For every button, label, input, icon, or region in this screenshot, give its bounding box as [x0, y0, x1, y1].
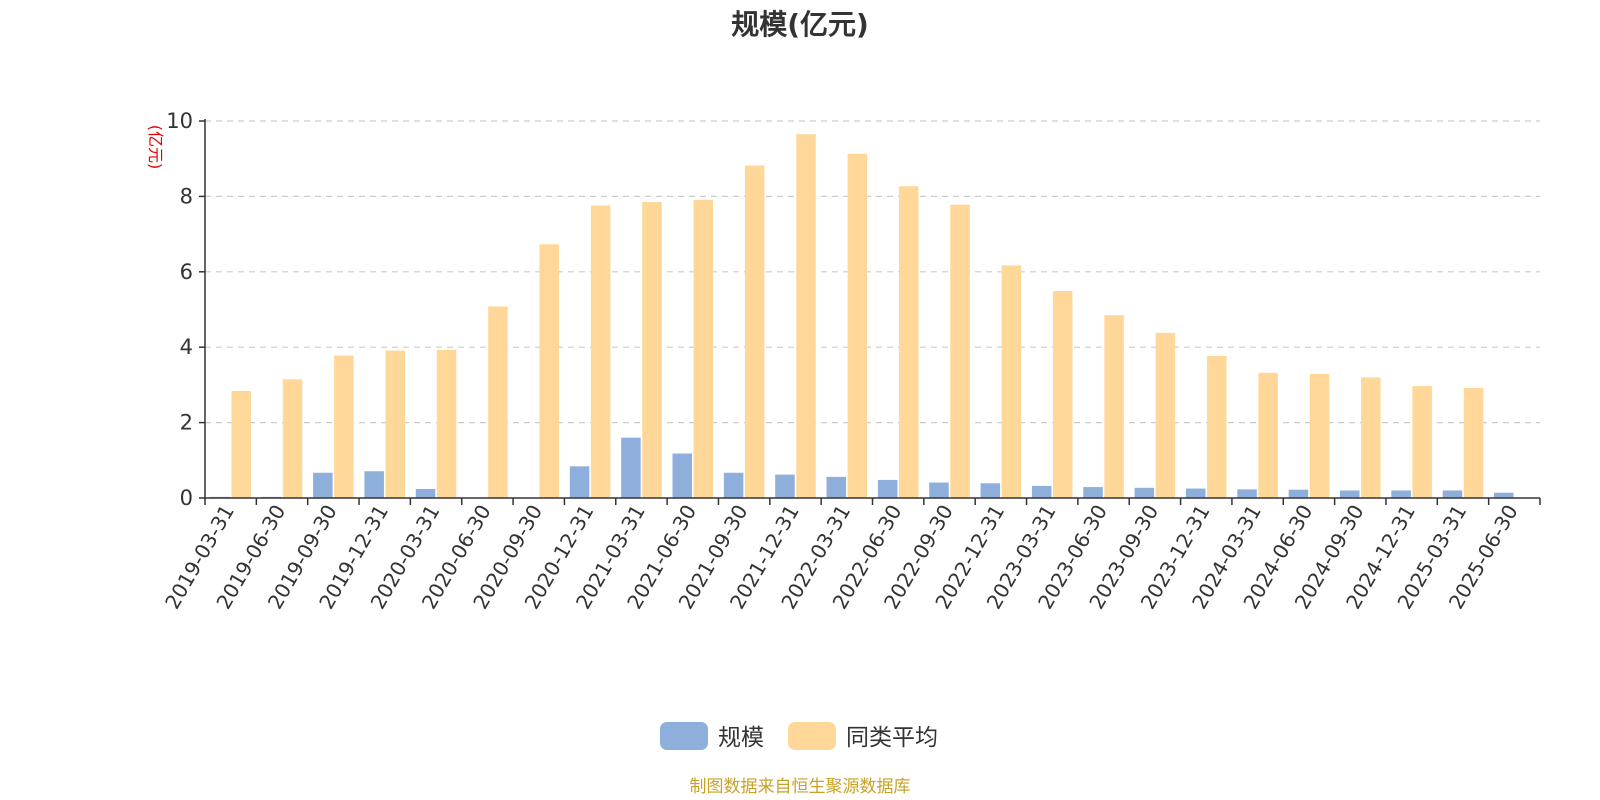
legend-swatch-peer-average — [788, 722, 836, 750]
bar-peer-average[interactable] — [1052, 291, 1073, 498]
y-axis-label: (亿元) — [146, 125, 165, 170]
bar-scale[interactable] — [313, 472, 333, 498]
bar-peer-average[interactable] — [1104, 315, 1124, 498]
bar-scale[interactable] — [1340, 490, 1360, 498]
grid-lines — [205, 120, 1540, 424]
bar-scale[interactable] — [364, 471, 384, 498]
bar-peer-average[interactable] — [1207, 355, 1227, 498]
bar-scale[interactable] — [980, 483, 1001, 498]
bar-peer-average[interactable] — [334, 355, 354, 498]
bar-peer-average[interactable] — [282, 379, 303, 498]
legend-label-scale: 规模 — [718, 725, 764, 751]
bar-scale[interactable] — [1494, 492, 1514, 498]
bar-peer-average[interactable] — [436, 349, 457, 498]
bar-peer-average[interactable] — [950, 204, 970, 498]
bar-scale[interactable] — [1031, 485, 1052, 498]
bar-scale[interactable] — [723, 472, 744, 498]
bar-scale[interactable] — [1185, 488, 1206, 498]
bar-scale[interactable] — [569, 466, 590, 498]
bar-scale[interactable] — [1237, 489, 1257, 498]
bar-scale[interactable] — [826, 476, 847, 498]
bar-peer-average[interactable] — [590, 205, 611, 498]
y-tick-label: 2 — [180, 411, 193, 435]
bar-scale[interactable] — [1288, 489, 1309, 498]
bar-peer-average[interactable] — [744, 165, 765, 498]
legend-item-peer-average[interactable]: 同类平均 — [788, 722, 938, 751]
bar-peer-average[interactable] — [231, 390, 251, 498]
legend-label-peer-average: 同类平均 — [846, 725, 938, 751]
bar-scale[interactable] — [672, 453, 693, 498]
bar-peer-average[interactable] — [539, 244, 560, 498]
y-tick-label: 4 — [180, 335, 193, 359]
bar-scale[interactable] — [1442, 490, 1463, 498]
bar-peer-average[interactable] — [488, 306, 508, 498]
bar-scale[interactable] — [1134, 487, 1155, 498]
bar-peer-average[interactable] — [847, 153, 868, 498]
bar-scale[interactable] — [1083, 487, 1103, 498]
bar-peer-average[interactable] — [385, 350, 405, 498]
bar-peer-average[interactable] — [1361, 377, 1381, 498]
legend: 规模 同类平均 — [660, 722, 938, 751]
y-tick-label: 0 — [180, 486, 193, 510]
y-tick-label: 10 — [166, 109, 193, 133]
chart-title: 规模(亿元) — [731, 8, 869, 41]
bars — [210, 134, 1514, 498]
bar-peer-average[interactable] — [693, 199, 714, 498]
bar-peer-average[interactable] — [1309, 373, 1330, 498]
bar-peer-average[interactable] — [1463, 387, 1484, 498]
bar-scale[interactable] — [621, 437, 641, 498]
y-tick-label: 6 — [180, 260, 193, 284]
y-tick-label: 8 — [180, 184, 193, 208]
bar-peer-average[interactable] — [1412, 386, 1432, 498]
bar-peer-average[interactable] — [898, 186, 919, 498]
bar-scale[interactable] — [929, 482, 949, 498]
bar-scale[interactable] — [877, 479, 898, 498]
legend-swatch-scale — [660, 722, 708, 750]
bar-peer-average[interactable] — [1155, 332, 1176, 498]
bar-peer-average[interactable] — [796, 134, 816, 498]
bar-scale[interactable] — [775, 474, 795, 498]
source-note: 制图数据来自恒生聚源数据库 — [690, 777, 911, 797]
bar-scale[interactable] — [415, 488, 436, 498]
bar-peer-average[interactable] — [642, 202, 662, 498]
bar-scale[interactable] — [1391, 490, 1411, 498]
bar-peer-average[interactable] — [1001, 265, 1022, 498]
legend-item-scale[interactable]: 规模 — [660, 722, 764, 751]
bar-peer-average[interactable] — [1258, 372, 1278, 498]
